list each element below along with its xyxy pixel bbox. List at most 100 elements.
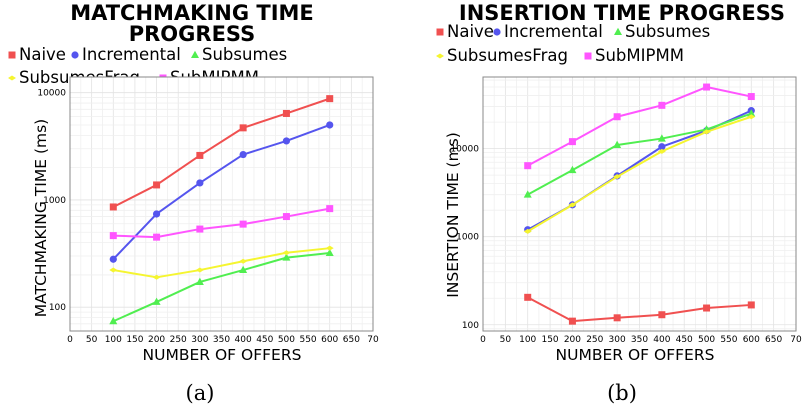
panel-b-title: INSERTION TIME PROGRESS [459, 1, 785, 25]
data-point [657, 148, 666, 154]
data-point [657, 134, 666, 142]
y-tick-label: 100 [49, 303, 66, 313]
series-line [113, 207, 330, 239]
x-tick-label: 200 [148, 335, 165, 345]
data-point [109, 203, 117, 211]
panel-a-y-axis-label: MATCHMAKING TIME (ms) [32, 119, 50, 317]
series-subsumesfrag [109, 245, 334, 280]
series-submipmm [109, 205, 334, 241]
panel-b-y-axis-label: INSERTION TIME (ms) [444, 132, 462, 298]
data-point [196, 151, 204, 159]
data-point [658, 101, 666, 109]
x-tick-label: 100 [519, 335, 536, 345]
data-point [568, 138, 576, 146]
data-point [325, 248, 334, 257]
legend-item: SubMIPMM [584, 46, 684, 65]
panel-b-frame [482, 76, 797, 332]
data-point [239, 150, 247, 159]
x-tick-label: 600 [321, 335, 338, 345]
legend-marker [436, 53, 444, 59]
legend-marker [8, 51, 16, 59]
x-tick-label: 550 [720, 335, 737, 345]
panel-a-title-line-2: PROGRESS [129, 22, 255, 46]
panel-a-plot: 0 50 100 150 200 250 300 350 400 450 500 550 600 650 7… [37, 76, 379, 345]
x-tick-label: 150 [541, 335, 558, 345]
x-tick-label: 50 [86, 335, 98, 345]
data-point [239, 265, 248, 274]
x-tick-label: 250 [586, 335, 603, 345]
x-tick-label: 350 [213, 335, 230, 345]
x-tick-label: 100 [105, 335, 122, 345]
data-point [282, 109, 290, 117]
data-point [239, 258, 248, 264]
legend-item: Subsumes [191, 45, 287, 64]
data-point [152, 297, 161, 305]
data-point [153, 181, 161, 189]
x-tick-label: 550 [299, 335, 316, 345]
series-line [112, 252, 330, 323]
legend-item: Subsumes [614, 22, 710, 41]
data-point [524, 162, 532, 170]
series-naive [524, 293, 755, 325]
y-tick-label: 1000 [43, 196, 66, 206]
data-point [239, 220, 247, 228]
legend-marker [191, 50, 199, 58]
legend-item: Naive [436, 22, 494, 41]
data-point [613, 174, 622, 180]
series-line [112, 97, 331, 208]
data-point [195, 267, 204, 273]
x-tick-label: 200 [564, 335, 581, 345]
data-point [568, 202, 577, 208]
x-tick-label: 350 [631, 335, 648, 345]
legend-marker [493, 28, 501, 36]
data-point [613, 314, 621, 322]
series-line [113, 247, 330, 279]
data-point [282, 253, 291, 261]
x-tick-label: 70 [367, 335, 379, 345]
series-line [112, 124, 331, 260]
legend-label: Subsumes [202, 45, 287, 64]
x-tick-label: 450 [256, 335, 273, 345]
x-tick-label: 0 [480, 335, 486, 345]
data-point [702, 129, 711, 135]
data-point [109, 232, 117, 240]
data-point [747, 301, 755, 309]
data-point [282, 137, 291, 145]
y-tick-label: 10000 [37, 89, 66, 99]
legend-item: Naive [8, 45, 66, 64]
data-point [325, 245, 334, 251]
data-point [658, 143, 666, 151]
series-line [527, 86, 752, 167]
data-point [613, 113, 621, 121]
data-point [239, 124, 247, 132]
data-point [523, 190, 532, 198]
panel-a-frame [69, 76, 374, 332]
panel-b-plot: 0 50 100 150 200 250 300 350 400 450 500 550 600 650 7… [450, 76, 802, 345]
legend-label: Naive [447, 22, 494, 41]
data-point [747, 114, 756, 120]
data-point [703, 304, 711, 312]
panel-a-caption: (a) [186, 381, 215, 405]
legend-label: Subsumes [625, 22, 710, 41]
y-tick-label: 100 [462, 321, 479, 331]
y-tick-label: 10000 [450, 145, 479, 155]
data-point [153, 233, 161, 241]
data-point [152, 210, 161, 218]
series-line [527, 115, 752, 233]
data-point [196, 179, 204, 187]
legend-label: Incremental [504, 22, 603, 41]
x-tick-label: 450 [676, 335, 693, 345]
legend-marker [71, 51, 79, 59]
series-incremental [109, 121, 334, 263]
panel-a-x-axis-label: NUMBER OF OFFERS [143, 346, 302, 364]
data-point [109, 267, 118, 273]
data-point [568, 317, 576, 325]
series-submipmm [524, 83, 755, 170]
panel-b: INSERTION TIME PROGRESS Naive Incremental… [436, 1, 802, 405]
legend-label: Naive [19, 45, 66, 64]
series-subsumes [109, 248, 334, 325]
data-point [196, 225, 204, 233]
series-naive [109, 95, 334, 211]
panel-a-title-line-1: MATCHMAKING TIME [70, 1, 314, 25]
x-tick-label: 50 [500, 335, 512, 345]
